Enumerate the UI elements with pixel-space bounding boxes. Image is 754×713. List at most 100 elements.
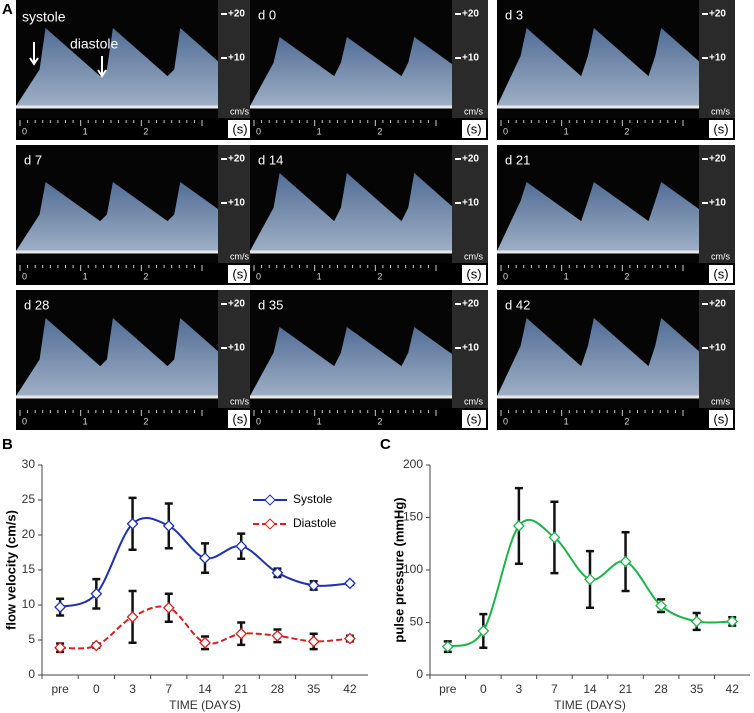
data-point <box>162 601 175 614</box>
data-point <box>199 552 211 565</box>
time-label: 0 <box>503 126 508 136</box>
flow-waveform <box>497 181 716 251</box>
data-point <box>726 615 739 628</box>
flow-waveform <box>497 28 716 106</box>
scale-unit: cm/s <box>230 106 249 116</box>
time-axis <box>497 263 735 285</box>
time-axis <box>497 118 735 140</box>
flow-waveform <box>497 318 716 396</box>
legend-label: Systole <box>293 492 333 506</box>
y-tick-label: 10 <box>22 597 36 611</box>
scale-label: +10 <box>228 53 245 64</box>
time-unit-box <box>228 120 252 138</box>
x-tick-label: 14 <box>583 682 597 696</box>
time-axis <box>497 408 735 430</box>
panel-label: C <box>380 436 391 453</box>
x-axis-label: TIME (DAYS) <box>169 698 241 712</box>
time-label: 0 <box>22 271 27 281</box>
data-point <box>126 610 139 623</box>
x-tick-label: 7 <box>165 682 172 696</box>
data-point <box>235 540 248 553</box>
x-axis-label: TIME (DAYS) <box>554 698 626 712</box>
x-tick-label: 28 <box>271 682 285 696</box>
time-unit-box <box>462 410 486 428</box>
annotation: systole <box>22 9 66 25</box>
frame-label: d 28 <box>24 297 49 312</box>
data-point <box>343 632 356 645</box>
scale-label: +20 <box>462 154 479 165</box>
scale-label: +20 <box>709 9 726 20</box>
x-tick-label: 7 <box>551 682 558 696</box>
flow-waveform <box>250 36 469 106</box>
scale-label: +20 <box>462 9 479 20</box>
time-label: 0 <box>256 126 261 136</box>
scale-unit: cm/s <box>464 106 483 116</box>
y-axis-label: pulse pressure (mmHg) <box>391 497 406 642</box>
data-point <box>584 573 596 586</box>
x-tick-label: 0 <box>93 682 100 696</box>
annotation: diastole <box>70 36 118 52</box>
data-point <box>54 601 67 614</box>
flow-waveform <box>250 326 469 396</box>
time-label: 0 <box>256 416 261 426</box>
legend-marker <box>264 494 276 506</box>
time-label: 2 <box>143 271 148 281</box>
time-unit: (s) <box>713 411 728 426</box>
time-label: 2 <box>624 271 629 281</box>
scale-label: +10 <box>462 343 479 354</box>
data-point <box>307 579 320 592</box>
data-point <box>548 531 561 544</box>
time-label: 0 <box>503 271 508 281</box>
data-point <box>199 636 211 649</box>
data-point <box>54 641 67 654</box>
time-unit: (s) <box>713 121 728 136</box>
scale-label: +10 <box>462 53 479 64</box>
x-tick-label: 42 <box>726 682 740 696</box>
scale-label: +20 <box>228 9 245 20</box>
x-tick-label: pre <box>439 682 457 696</box>
time-label: 1 <box>317 126 322 136</box>
y-tick-label: 25 <box>22 492 36 506</box>
time-label: 1 <box>83 126 88 136</box>
y-tick-label: 100 <box>403 562 423 576</box>
y-tick-label: 50 <box>410 615 424 629</box>
flow-waveform <box>16 181 235 251</box>
x-tick-label: 28 <box>654 682 668 696</box>
legend-label: Diastole <box>293 516 337 530</box>
scale-label: +20 <box>709 154 726 165</box>
y-tick-label: 15 <box>22 562 36 576</box>
y-tick-label: 0 <box>416 667 423 681</box>
scale-unit: cm/s <box>711 106 730 116</box>
panel-label: A <box>2 1 13 18</box>
time-label: 0 <box>22 126 27 136</box>
scale-label: +10 <box>462 198 479 209</box>
data-point <box>90 587 103 600</box>
legend-marker <box>264 518 276 530</box>
time-label: 1 <box>83 416 88 426</box>
x-tick-label: 21 <box>619 682 633 696</box>
y-tick-label: 150 <box>403 510 423 524</box>
frame-label: d 7 <box>24 152 42 167</box>
annotation-arrow <box>97 56 107 78</box>
annotation-arrow <box>29 42 39 66</box>
scale-label: +10 <box>228 343 245 354</box>
time-axis <box>250 263 488 285</box>
time-unit: (s) <box>232 411 247 426</box>
time-unit: (s) <box>466 411 481 426</box>
x-tick-label: 42 <box>343 682 357 696</box>
scale-label: +20 <box>228 299 245 310</box>
y-tick-label: 0 <box>28 667 35 681</box>
scale-unit: cm/s <box>711 396 730 406</box>
time-label: 0 <box>256 271 261 281</box>
data-point <box>271 629 284 642</box>
x-tick-label: 0 <box>480 682 487 696</box>
time-unit-box <box>709 410 733 428</box>
time-label: 2 <box>377 271 382 281</box>
scale-unit: cm/s <box>464 251 483 261</box>
scale-label: +10 <box>709 198 726 209</box>
scale-label: +20 <box>709 299 726 310</box>
time-label: 1 <box>564 271 569 281</box>
frame-label: d 42 <box>505 297 530 312</box>
time-label: 0 <box>22 416 27 426</box>
